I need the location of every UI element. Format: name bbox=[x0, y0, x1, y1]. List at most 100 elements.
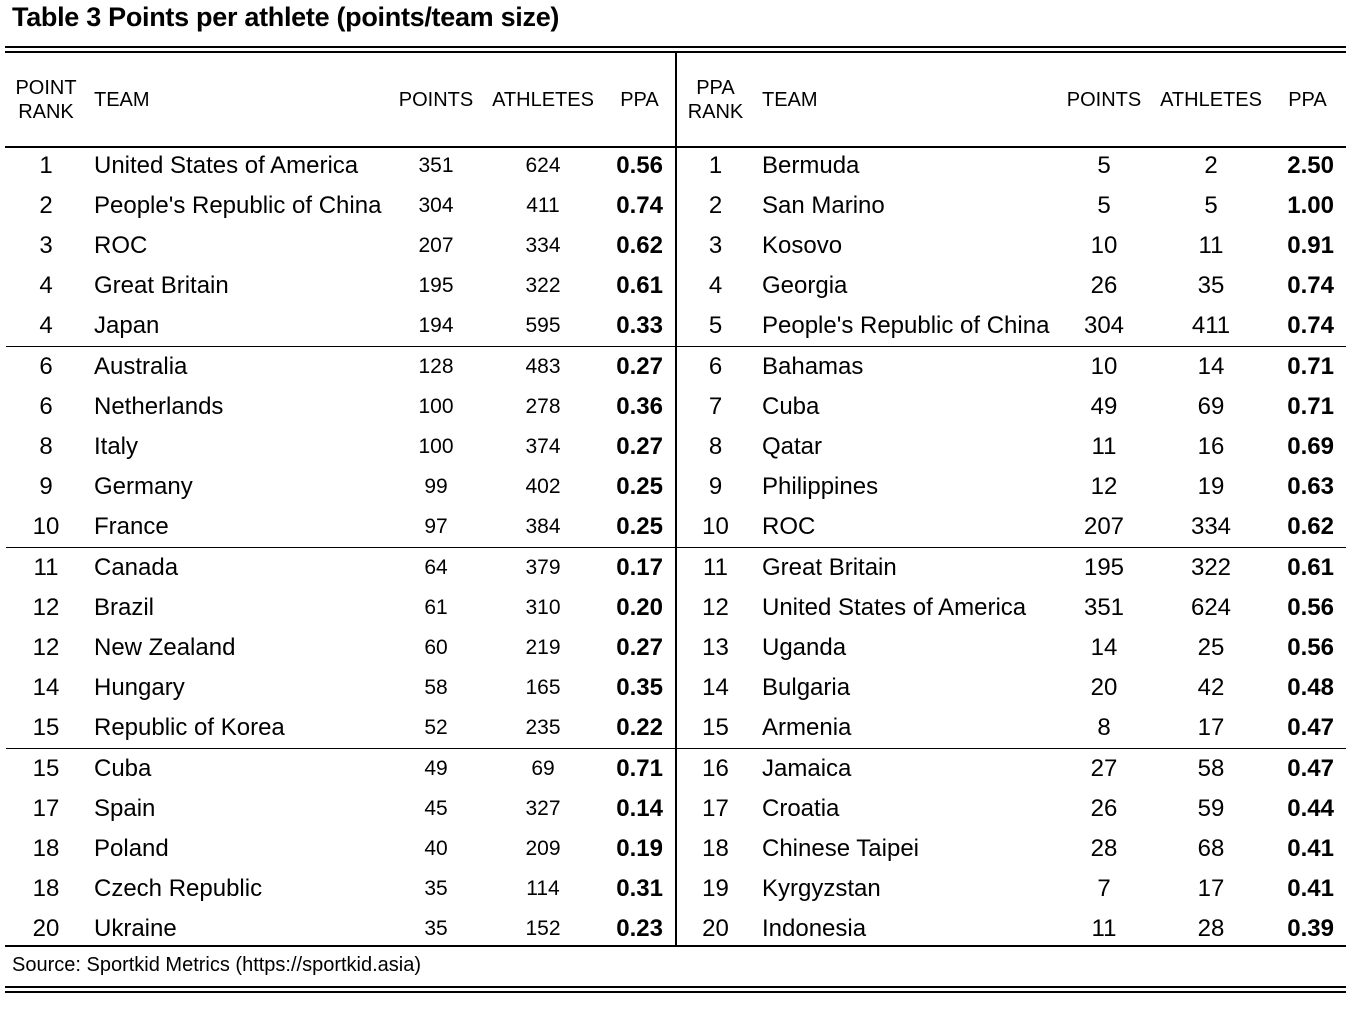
left-cell-rank: 4 bbox=[39, 272, 53, 299]
left-cell-ppa: 0.20 bbox=[616, 594, 663, 621]
table-row: 18 Poland 40 209 0.19 bbox=[6, 829, 675, 869]
right-cell-ppa: 0.41 bbox=[1287, 835, 1334, 862]
left-cell-rank: 11 bbox=[6, 547, 86, 588]
right-cell-team: Jamaica bbox=[754, 748, 1055, 789]
right-cell-ppa: 0.71 bbox=[1287, 393, 1334, 420]
table-row: 15 Armenia 8 17 0.47 bbox=[677, 708, 1346, 749]
left-header-team: TEAM bbox=[94, 89, 150, 111]
left-header-athletes: ATHLETES bbox=[492, 89, 594, 111]
left-cell-athletes: 219 bbox=[525, 636, 561, 659]
bottom-double-rule-upper bbox=[5, 986, 1346, 988]
right-cell-athletes: 42 bbox=[1197, 674, 1225, 701]
right-header-athletes: ATHLETES bbox=[1160, 89, 1262, 111]
left-cell-team: Ukraine bbox=[94, 915, 177, 942]
left-cell-athletes: 379 bbox=[482, 547, 604, 588]
right-header-rank-line2: RANK bbox=[687, 101, 744, 123]
left-cell-rank: 15 bbox=[6, 748, 86, 789]
left-cell-ppa: 0.74 bbox=[616, 192, 663, 219]
right-cell-points: 207 bbox=[1083, 513, 1125, 540]
right-cell-athletes: 624 bbox=[1190, 594, 1232, 621]
left-cell-points: 100 bbox=[418, 395, 454, 418]
right-cell-team: Cuba bbox=[762, 393, 820, 420]
left-cell-team: Hungary bbox=[94, 674, 185, 701]
right-cell-athletes: 11 bbox=[1198, 232, 1224, 259]
table-row: 18 Chinese Taipei 28 68 0.41 bbox=[677, 829, 1346, 869]
right-cell-athletes: 2 bbox=[1204, 152, 1218, 179]
right-cell-athletes: 58 bbox=[1153, 748, 1269, 789]
right-cell-points: 5 bbox=[1097, 192, 1111, 219]
right-cell-ppa: 0.62 bbox=[1287, 513, 1334, 540]
right-cell-team: Kosovo bbox=[762, 232, 843, 259]
left-cell-athletes: 322 bbox=[525, 274, 561, 297]
right-cell-ppa: 0.91 bbox=[1287, 232, 1334, 259]
left-cell-athletes: 483 bbox=[482, 346, 604, 387]
right-cell-ppa: 0.61 bbox=[1269, 547, 1346, 588]
right-cell-ppa: 0.41 bbox=[1287, 875, 1334, 902]
right-cell-points: 10 bbox=[1090, 232, 1118, 259]
left-cell-points: 60 bbox=[424, 636, 448, 659]
left-cell-athletes: 327 bbox=[525, 797, 561, 820]
right-cell-points: 26 bbox=[1090, 272, 1118, 299]
right-cell-ppa: 0.63 bbox=[1287, 473, 1334, 500]
right-header-rank-line1: PPA bbox=[696, 77, 735, 99]
right-cell-rank: 10 bbox=[702, 513, 729, 540]
table-row: 4 Georgia 26 35 0.74 bbox=[677, 266, 1346, 306]
table-row: 16 Jamaica 27 58 0.47 bbox=[677, 748, 1346, 789]
right-cell-ppa: 0.44 bbox=[1287, 795, 1334, 822]
right-cell-athletes: 69 bbox=[1197, 393, 1225, 420]
left-cell-athletes: 69 bbox=[482, 748, 604, 789]
left-cell-ppa: 0.35 bbox=[616, 674, 663, 701]
top-double-rule-lower bbox=[5, 51, 1346, 53]
left-cell-rank: 6 bbox=[39, 393, 53, 420]
table-row: 10 France 97 384 0.25 bbox=[6, 507, 675, 548]
right-cell-ppa: 0.69 bbox=[1287, 433, 1334, 460]
right-cell-rank: 15 bbox=[702, 714, 729, 741]
table-row: 19 Kyrgyzstan 7 17 0.41 bbox=[677, 869, 1346, 909]
left-cell-team: ROC bbox=[94, 232, 148, 259]
left-cell-team: Brazil bbox=[94, 594, 155, 621]
left-cell-ppa: 0.17 bbox=[604, 547, 675, 588]
left-cell-ppa: 0.62 bbox=[616, 232, 663, 259]
right-cell-athletes: 25 bbox=[1197, 634, 1225, 661]
left-cell-points: 99 bbox=[424, 475, 448, 498]
left-cell-points: 58 bbox=[424, 676, 448, 699]
right-cell-points: 8 bbox=[1097, 714, 1111, 741]
left-cell-points: 207 bbox=[418, 234, 454, 257]
right-cell-team: Kyrgyzstan bbox=[762, 875, 881, 902]
left-cell-ppa: 0.56 bbox=[616, 152, 663, 179]
left-ranking-table: POINT RANK TEAM POINTS ATHLETES PPA 1 Unit… bbox=[6, 54, 675, 949]
right-cell-rank: 4 bbox=[708, 272, 723, 299]
right-cell-athletes: 19 bbox=[1197, 473, 1225, 500]
right-cell-rank: 6 bbox=[677, 346, 754, 387]
left-cell-athletes: 114 bbox=[526, 877, 560, 900]
left-cell-rank: 2 bbox=[39, 192, 53, 219]
table-row: 17 Spain 45 327 0.14 bbox=[6, 789, 675, 829]
right-cell-athletes: 334 bbox=[1190, 513, 1232, 540]
left-cell-team: Republic of Korea bbox=[94, 714, 285, 741]
left-cell-rank: 18 bbox=[32, 875, 60, 902]
left-cell-athletes: 310 bbox=[525, 596, 561, 619]
left-cell-points: 64 bbox=[390, 547, 482, 588]
right-header-points: POINTS bbox=[1066, 89, 1142, 111]
left-cell-points: 351 bbox=[418, 154, 454, 177]
right-cell-team: Philippines bbox=[762, 473, 879, 500]
left-cell-points: 194 bbox=[418, 314, 454, 337]
left-cell-points: 40 bbox=[424, 837, 448, 860]
right-cell-athletes: 411 bbox=[1191, 312, 1231, 339]
right-cell-points: 27 bbox=[1055, 748, 1153, 789]
left-cell-rank: 14 bbox=[32, 674, 60, 701]
left-cell-athletes: 278 bbox=[525, 395, 561, 418]
left-cell-team: Cuba bbox=[86, 748, 390, 789]
table-row: 14 Hungary 58 165 0.35 bbox=[6, 668, 675, 708]
right-cell-athletes: 16 bbox=[1197, 433, 1225, 460]
right-cell-points: 12 bbox=[1090, 473, 1118, 500]
left-cell-ppa: 0.25 bbox=[616, 513, 663, 540]
left-cell-ppa: 0.27 bbox=[616, 634, 663, 661]
left-cell-athletes: 334 bbox=[525, 234, 561, 257]
left-cell-points: 195 bbox=[418, 274, 454, 297]
left-cell-ppa: 0.19 bbox=[616, 835, 663, 862]
right-cell-points: 49 bbox=[1090, 393, 1118, 420]
left-cell-rank: 12 bbox=[32, 594, 60, 621]
table-row: 12 New Zealand 60 219 0.27 bbox=[6, 628, 675, 668]
table-row: 15 Republic of Korea 52 235 0.22 bbox=[6, 708, 675, 749]
